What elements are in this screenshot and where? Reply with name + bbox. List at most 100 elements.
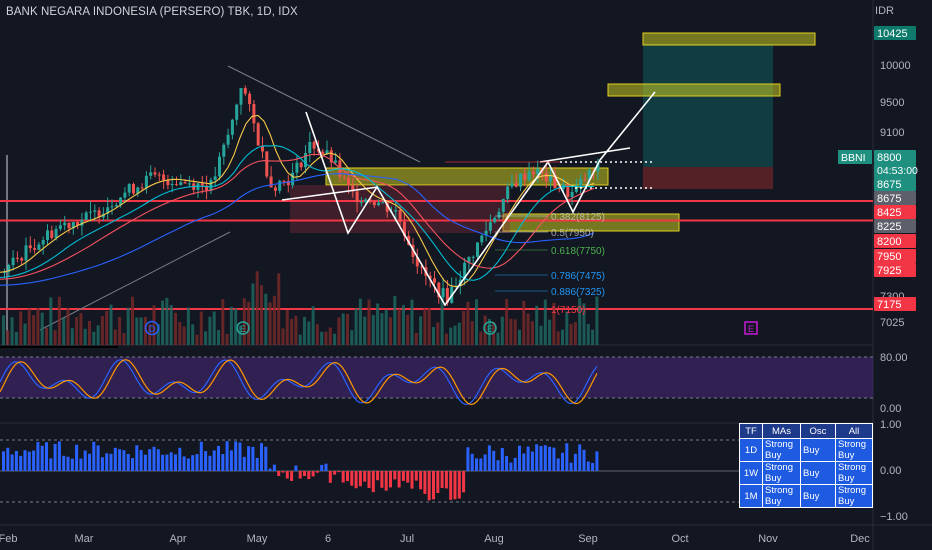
candle bbox=[235, 104, 239, 120]
histogram-bar bbox=[294, 465, 298, 471]
volume-bar bbox=[66, 308, 70, 345]
histogram-bar bbox=[350, 471, 354, 486]
volume-bar bbox=[14, 331, 18, 345]
candle bbox=[157, 174, 161, 176]
candle bbox=[312, 141, 316, 149]
candle bbox=[243, 88, 247, 94]
candle bbox=[583, 179, 587, 181]
candle bbox=[433, 278, 436, 283]
candle bbox=[506, 186, 510, 199]
histogram-bar bbox=[496, 460, 500, 471]
price-tag-label: 7925 bbox=[877, 265, 901, 277]
candle bbox=[342, 176, 346, 178]
candle bbox=[162, 174, 166, 180]
price-tag-label: 8675 bbox=[877, 193, 901, 205]
histogram-bar bbox=[303, 471, 306, 476]
histogram-bar bbox=[191, 455, 195, 471]
histogram-bar bbox=[586, 461, 590, 471]
price-tick: 7025 bbox=[880, 317, 904, 329]
volume-bar bbox=[178, 322, 182, 345]
volume-bar bbox=[505, 298, 509, 345]
candle bbox=[205, 185, 209, 191]
candle bbox=[132, 184, 135, 194]
stoch-d-line bbox=[0, 359, 598, 406]
volume-bar bbox=[432, 326, 435, 345]
volume-bar bbox=[354, 308, 358, 345]
candle bbox=[407, 235, 411, 245]
candle bbox=[566, 184, 570, 197]
histogram-bar bbox=[57, 441, 61, 471]
candle bbox=[54, 228, 58, 238]
volume-bar bbox=[367, 299, 371, 345]
time-axis-label: 6 bbox=[325, 533, 331, 545]
price-tag-label: 8225 bbox=[877, 221, 901, 233]
histogram-bar bbox=[96, 445, 100, 471]
histogram-bar bbox=[281, 471, 285, 473]
time-axis-label: Dec bbox=[850, 533, 870, 545]
histogram-bar bbox=[595, 451, 599, 471]
volume-bar bbox=[518, 329, 521, 345]
histogram-tick: −1.00 bbox=[880, 511, 908, 523]
candle bbox=[3, 272, 6, 274]
histogram-bar bbox=[419, 471, 423, 490]
volume-bar bbox=[6, 330, 10, 345]
histogram-bar bbox=[505, 456, 509, 471]
price-tag-red: 7175 bbox=[874, 297, 916, 311]
histogram-bar bbox=[449, 471, 453, 500]
histogram-bar bbox=[186, 458, 190, 471]
price-tag-last: 8800 BBNI 04:53:00 bbox=[838, 150, 918, 177]
price-tag-label: 8425 bbox=[877, 207, 901, 219]
candle bbox=[321, 151, 325, 154]
histogram-bar bbox=[462, 471, 466, 493]
histogram-bar bbox=[212, 450, 216, 471]
histogram-bar bbox=[109, 453, 113, 471]
dividend-marker: D bbox=[144, 320, 160, 336]
candle bbox=[579, 179, 583, 186]
volume-bar bbox=[2, 315, 5, 345]
histogram-bar bbox=[161, 454, 165, 471]
volume-bar bbox=[152, 305, 156, 345]
histogram-bar bbox=[285, 471, 289, 479]
histogram-bar bbox=[376, 471, 380, 481]
volume-bar bbox=[221, 299, 225, 345]
volume-bar bbox=[195, 334, 199, 345]
histogram-bar bbox=[45, 442, 48, 471]
histogram-bar bbox=[341, 471, 345, 483]
candle bbox=[364, 199, 368, 203]
histogram-tick: 1.00 bbox=[880, 419, 901, 431]
header-osc: Osc bbox=[800, 423, 836, 439]
volume-bar bbox=[191, 324, 195, 345]
histogram-bar bbox=[182, 456, 186, 471]
stoch-k-line bbox=[0, 359, 598, 405]
candle bbox=[497, 211, 501, 218]
histogram-bar bbox=[414, 471, 418, 481]
candle bbox=[110, 206, 114, 208]
histogram-bar bbox=[100, 457, 104, 471]
volume-bar bbox=[457, 322, 461, 345]
volume-bar bbox=[393, 296, 397, 345]
candle bbox=[488, 222, 492, 231]
candle bbox=[377, 202, 381, 206]
volume-bar bbox=[380, 313, 384, 345]
candle bbox=[325, 150, 329, 154]
volume-bar bbox=[23, 323, 27, 345]
volume-bar bbox=[118, 316, 122, 345]
histogram-bar bbox=[92, 441, 96, 471]
histogram-bar bbox=[298, 471, 302, 479]
histogram-bar bbox=[500, 447, 504, 471]
histogram-bar bbox=[290, 471, 294, 481]
cell-all: Strong Buy bbox=[835, 461, 873, 485]
histogram-bar bbox=[131, 458, 134, 471]
histogram-bar bbox=[105, 453, 109, 471]
cell-tf: 1D bbox=[739, 438, 763, 462]
histogram-bar bbox=[565, 443, 569, 471]
ma-line-slow bbox=[0, 173, 595, 286]
candle bbox=[123, 192, 127, 198]
target-zone bbox=[643, 44, 773, 167]
time-axis-label: Sep bbox=[578, 533, 598, 545]
candle bbox=[149, 172, 153, 176]
volume-bar bbox=[341, 313, 345, 345]
candle bbox=[175, 184, 178, 186]
candle bbox=[278, 180, 282, 191]
